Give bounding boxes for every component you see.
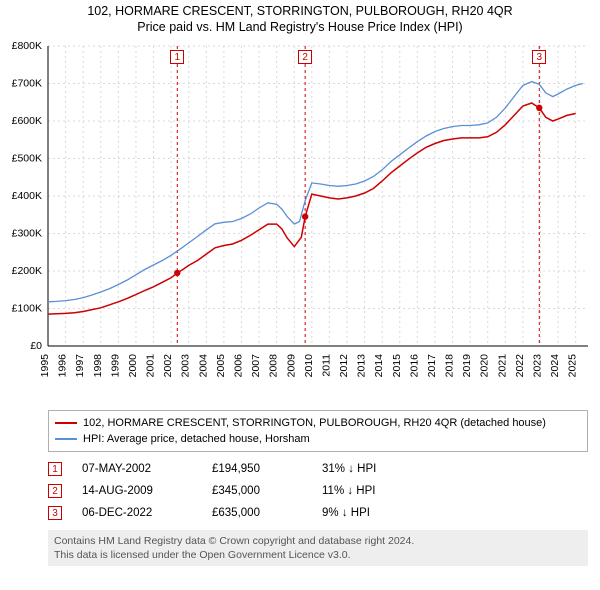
sale-delta: 9% ↓ HPI xyxy=(322,507,432,519)
svg-text:2007: 2007 xyxy=(250,354,262,378)
sale-marker-2: 2 xyxy=(298,50,312,64)
page: 102, HORMARE CRESCENT, STORRINGTON, PULB… xyxy=(0,0,600,566)
sale-marker-1: 1 xyxy=(170,50,184,64)
svg-text:2010: 2010 xyxy=(303,354,315,378)
sales-table: 1 07-MAY-2002 £194,950 31% ↓ HPI 2 14-AU… xyxy=(48,458,588,524)
sale-date: 07-MAY-2002 xyxy=(82,463,192,475)
attribution-line2: This data is licensed under the Open Gov… xyxy=(54,548,582,562)
svg-text:2009: 2009 xyxy=(285,354,297,378)
legend-swatch-hpi xyxy=(55,438,77,440)
svg-text:2014: 2014 xyxy=(373,354,385,378)
legend-swatch-property xyxy=(55,422,77,424)
svg-text:£0: £0 xyxy=(30,340,42,352)
svg-text:2023: 2023 xyxy=(532,354,544,378)
sale-date: 06-DEC-2022 xyxy=(82,507,192,519)
svg-text:2020: 2020 xyxy=(479,354,491,378)
attribution: Contains HM Land Registry data © Crown c… xyxy=(48,530,588,566)
svg-text:1997: 1997 xyxy=(74,354,86,378)
svg-text:£600K: £600K xyxy=(12,115,42,127)
svg-text:2022: 2022 xyxy=(514,354,526,378)
svg-text:2006: 2006 xyxy=(232,354,244,378)
svg-text:2003: 2003 xyxy=(180,354,192,378)
svg-text:£400K: £400K xyxy=(12,190,42,202)
svg-text:£800K: £800K xyxy=(12,40,42,52)
svg-text:2025: 2025 xyxy=(567,354,579,378)
svg-text:2017: 2017 xyxy=(426,354,438,378)
sale-delta: 11% ↓ HPI xyxy=(322,485,432,497)
svg-text:2008: 2008 xyxy=(268,354,280,378)
svg-text:£200K: £200K xyxy=(12,265,42,277)
svg-text:£700K: £700K xyxy=(12,78,42,90)
svg-text:2018: 2018 xyxy=(444,354,456,378)
sale-row: 1 07-MAY-2002 £194,950 31% ↓ HPI xyxy=(48,458,588,480)
title-subtitle: Price paid vs. HM Land Registry's House … xyxy=(0,20,600,34)
sale-marker-3: 3 xyxy=(532,50,546,64)
sale-row: 2 14-AUG-2009 £345,000 11% ↓ HPI xyxy=(48,480,588,502)
svg-text:2005: 2005 xyxy=(215,354,227,378)
legend-row-property: 102, HORMARE CRESCENT, STORRINGTON, PULB… xyxy=(55,415,581,431)
svg-text:2021: 2021 xyxy=(496,354,508,378)
sale-badge: 3 xyxy=(48,506,62,520)
svg-text:2016: 2016 xyxy=(408,354,420,378)
legend: 102, HORMARE CRESCENT, STORRINGTON, PULB… xyxy=(48,410,588,452)
svg-text:2024: 2024 xyxy=(549,354,561,378)
sale-price: £345,000 xyxy=(212,485,302,497)
legend-label-hpi: HPI: Average price, detached house, Hors… xyxy=(83,431,310,447)
svg-text:1995: 1995 xyxy=(39,354,51,378)
svg-text:£300K: £300K xyxy=(12,228,42,240)
chart: £0 £100K £200K £300K £400K £500K £600K £700K £80… xyxy=(0,36,600,406)
svg-text:£100K: £100K xyxy=(12,303,42,315)
svg-text:2019: 2019 xyxy=(461,354,473,378)
sale-badge: 2 xyxy=(48,484,62,498)
svg-text:2012: 2012 xyxy=(338,354,350,378)
svg-text:1999: 1999 xyxy=(109,354,121,378)
legend-label-property: 102, HORMARE CRESCENT, STORRINGTON, PULB… xyxy=(83,415,546,431)
svg-text:2000: 2000 xyxy=(127,354,139,378)
svg-text:1996: 1996 xyxy=(57,354,69,378)
svg-text:2015: 2015 xyxy=(391,354,403,378)
svg-text:2001: 2001 xyxy=(145,354,157,378)
svg-text:2004: 2004 xyxy=(197,354,209,378)
svg-text:2013: 2013 xyxy=(356,354,368,378)
sale-badge: 1 xyxy=(48,462,62,476)
svg-text:£500K: £500K xyxy=(12,153,42,165)
legend-row-hpi: HPI: Average price, detached house, Hors… xyxy=(55,431,581,447)
svg-text:2011: 2011 xyxy=(320,354,332,377)
sale-date: 14-AUG-2009 xyxy=(82,485,192,497)
title-address: 102, HORMARE CRESCENT, STORRINGTON, PULB… xyxy=(0,4,600,18)
sale-price: £635,000 xyxy=(212,507,302,519)
chart-svg: £0 £100K £200K £300K £400K £500K £600K £700K £80… xyxy=(0,36,600,406)
svg-text:1998: 1998 xyxy=(92,354,104,378)
sale-row: 3 06-DEC-2022 £635,000 9% ↓ HPI xyxy=(48,502,588,524)
sale-price: £194,950 xyxy=(212,463,302,475)
titles: 102, HORMARE CRESCENT, STORRINGTON, PULB… xyxy=(0,0,600,36)
attribution-line1: Contains HM Land Registry data © Crown c… xyxy=(54,534,582,548)
svg-text:2002: 2002 xyxy=(162,354,174,378)
sale-delta: 31% ↓ HPI xyxy=(322,463,432,475)
